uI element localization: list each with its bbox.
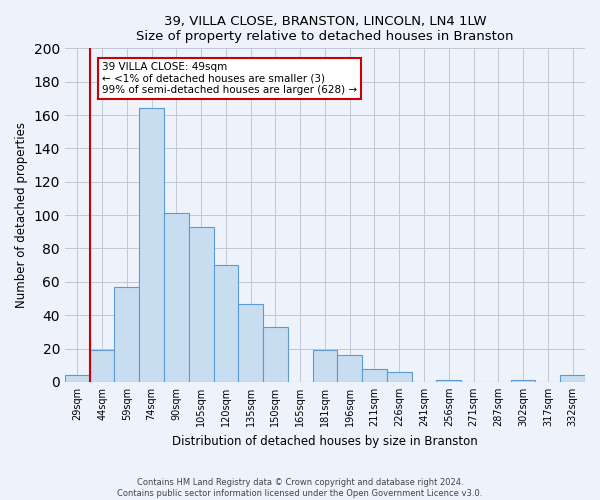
Bar	[189, 227, 214, 382]
Bar	[313, 350, 337, 382]
Bar	[337, 355, 362, 382]
Y-axis label: Number of detached properties: Number of detached properties	[15, 122, 28, 308]
X-axis label: Distribution of detached houses by size in Branston: Distribution of detached houses by size …	[172, 434, 478, 448]
Bar	[115, 287, 139, 382]
Bar	[511, 380, 535, 382]
Title: 39, VILLA CLOSE, BRANSTON, LINCOLN, LN4 1LW
Size of property relative to detache: 39, VILLA CLOSE, BRANSTON, LINCOLN, LN4 …	[136, 15, 514, 43]
Bar	[387, 372, 412, 382]
Bar	[89, 350, 115, 382]
Text: 39 VILLA CLOSE: 49sqm
← <1% of detached houses are smaller (3)
99% of semi-detac: 39 VILLA CLOSE: 49sqm ← <1% of detached …	[102, 62, 357, 95]
Bar	[238, 304, 263, 382]
Bar	[436, 380, 461, 382]
Bar	[560, 376, 585, 382]
Bar	[362, 368, 387, 382]
Text: Contains HM Land Registry data © Crown copyright and database right 2024.
Contai: Contains HM Land Registry data © Crown c…	[118, 478, 482, 498]
Bar	[214, 265, 238, 382]
Bar	[263, 327, 288, 382]
Bar	[139, 108, 164, 382]
Bar	[65, 376, 89, 382]
Bar	[164, 214, 189, 382]
